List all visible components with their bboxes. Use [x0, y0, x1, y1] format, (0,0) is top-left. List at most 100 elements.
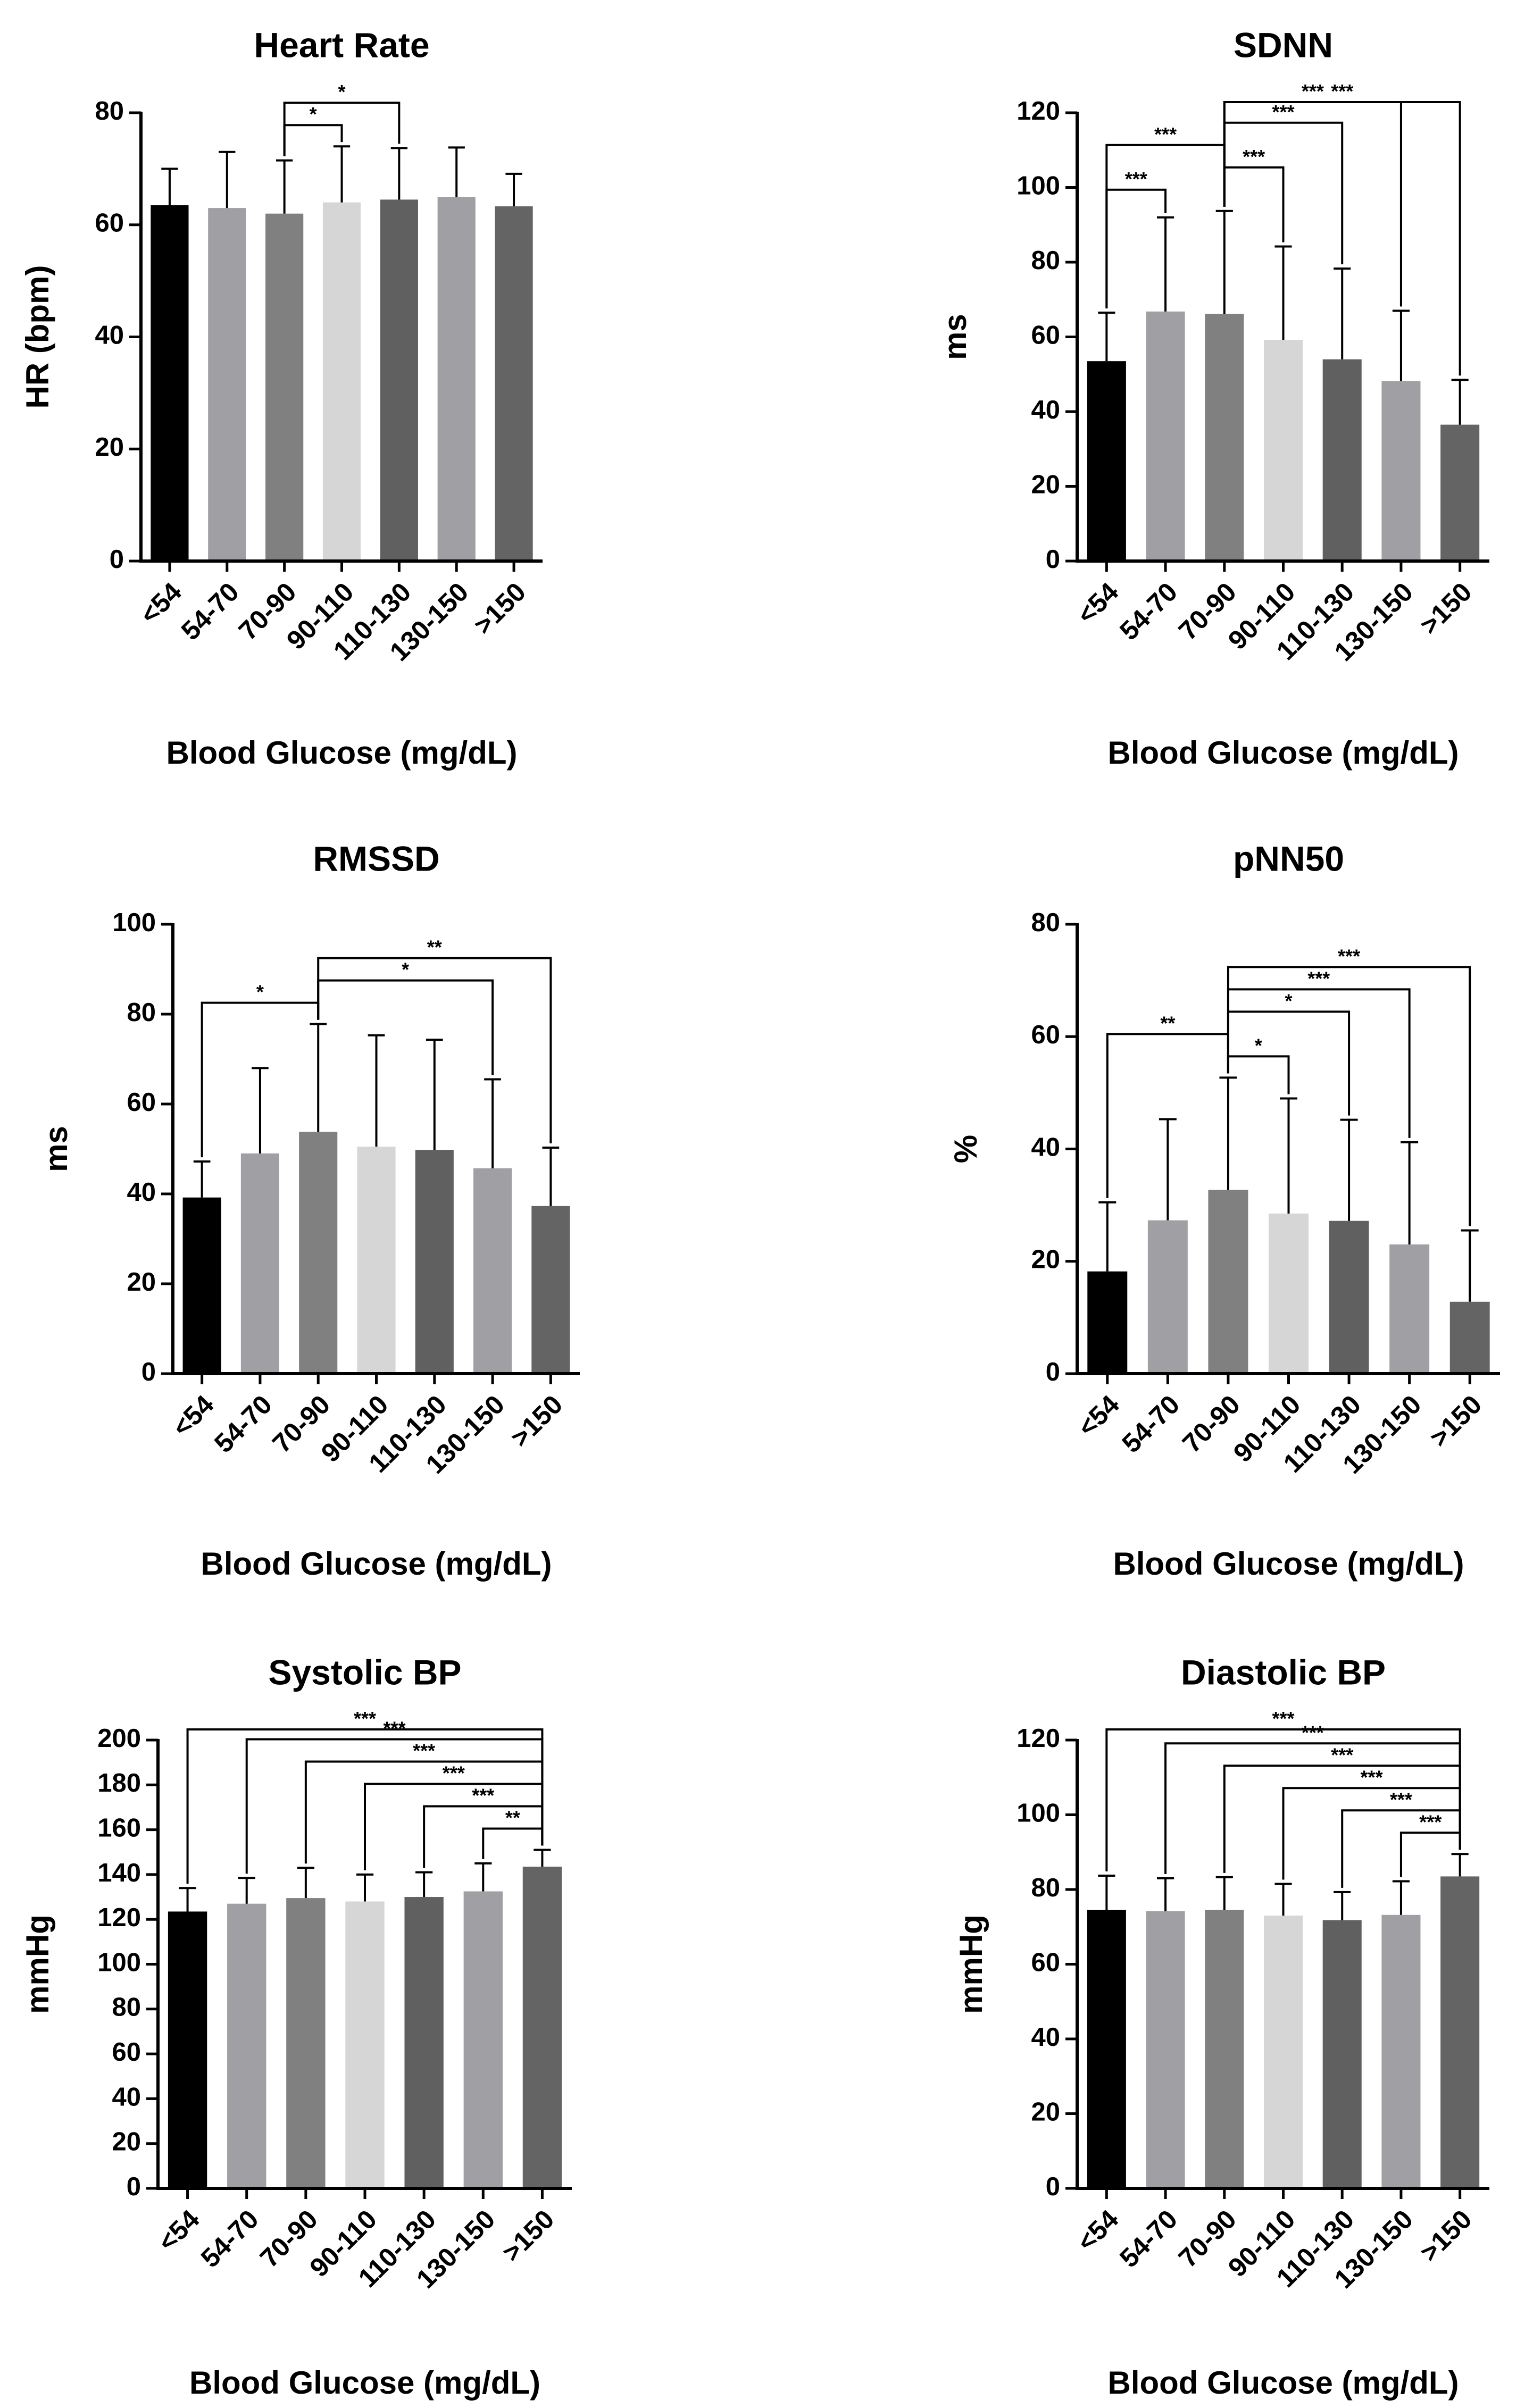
error-bar — [1215, 210, 1233, 314]
y-tick-label: 80 — [127, 998, 156, 1027]
y-tick-label: 20 — [127, 1268, 156, 1297]
x-tick-label: 54-70 — [209, 1390, 278, 1459]
bar-130-150 — [437, 197, 476, 561]
significance-bracket — [283, 102, 401, 156]
significance-label: * — [402, 959, 409, 981]
y-axis-label: HR (bpm) — [20, 265, 55, 409]
y-tick-label: 120 — [1017, 1724, 1060, 1753]
bar-54-70 — [1147, 1220, 1188, 1374]
bar-110-130 — [1322, 359, 1362, 561]
y-tick-label: 80 — [112, 1993, 141, 2022]
significance-label: ** — [1160, 1012, 1175, 1034]
bar-54-70 — [240, 1153, 279, 1374]
y-tick-label: 20 — [95, 433, 124, 462]
y-tick-label: 120 — [97, 1903, 141, 1932]
bar-70-90 — [1205, 313, 1244, 561]
bar-110-130 — [380, 199, 418, 561]
y-tick-label: 20 — [1031, 470, 1060, 499]
chart-sdnn: SDNN ms Blood Glucose (mg/dL) 0 20 40 60 80 100 1… — [937, 25, 1489, 771]
significance-label: * — [1285, 990, 1292, 1011]
significance-bracket — [1223, 101, 1461, 376]
y-tick-label: 80 — [95, 97, 124, 126]
significance-label: *** — [1419, 1811, 1442, 1833]
bar-<54 — [151, 205, 189, 561]
x-axis-label: Blood Glucose (mg/dL) — [189, 2365, 540, 2401]
x-tick-label: >150 — [1424, 1390, 1487, 1453]
y-tick-label: 200 — [97, 1724, 141, 1753]
significance-label: *** — [1361, 1766, 1383, 1788]
significance-label: * — [338, 81, 345, 103]
y-tick-label: 120 — [1017, 97, 1060, 126]
bar-70-90 — [1208, 1190, 1248, 1374]
bar->150 — [1440, 424, 1480, 561]
y-tick-label: 40 — [95, 321, 124, 349]
chart-pnn50: pNN50% Blood Glucose (mg/dL) 0 20 40 60 80 <545… — [948, 839, 1500, 1582]
error-bar — [368, 1034, 385, 1147]
x-axis-label: Blood Glucose (mg/dL) — [1113, 1546, 1464, 1582]
y-tick-label: 40 — [1031, 396, 1060, 424]
bar-130-150 — [1389, 1244, 1430, 1374]
significance-bracket — [1223, 166, 1285, 243]
y-tick-label: 0 — [1046, 545, 1060, 574]
y-tick-label: 100 — [112, 908, 156, 937]
error-bar — [1274, 1883, 1292, 1916]
chart-title: SDNN — [1234, 25, 1333, 64]
error-bar — [1392, 310, 1410, 381]
y-tick-label: 80 — [1031, 908, 1060, 937]
error-bar — [542, 1146, 560, 1206]
y-tick-label: 180 — [97, 1769, 141, 1797]
y-tick-label: 60 — [95, 209, 124, 238]
y-axis-label: ms — [38, 1126, 74, 1172]
bar-70-90 — [265, 213, 304, 561]
bar-110-130 — [1322, 1920, 1362, 2188]
error-bar — [448, 146, 465, 197]
y-tick-label: 100 — [97, 1948, 141, 1977]
x-tick-label: >150 — [505, 1390, 568, 1453]
significance-label: *** — [1272, 1708, 1294, 1729]
y-tick-label: 60 — [1031, 1948, 1060, 1977]
x-tick-label: >150 — [496, 2204, 560, 2268]
bar->150 — [495, 206, 533, 561]
significance-bracket — [1105, 1728, 1461, 1872]
y-tick-label: 80 — [1031, 246, 1060, 275]
error-bar — [1340, 1118, 1358, 1221]
bar-70-90 — [1205, 1910, 1244, 2188]
y-tick-label: 40 — [112, 2083, 141, 2111]
significance-bracket — [1223, 101, 1402, 307]
error-bar — [1451, 1853, 1469, 1877]
significance-bracket — [186, 1728, 544, 1884]
error-bar — [415, 1871, 433, 1897]
error-bar — [474, 1862, 492, 1892]
error-bar — [1156, 1877, 1174, 1911]
error-bar — [1219, 1076, 1237, 1190]
bar->150 — [1440, 1876, 1480, 2188]
x-tick-label: >150 — [1414, 2204, 1478, 2268]
y-tick-label: 40 — [1031, 2023, 1060, 2052]
significance-bracket — [317, 957, 552, 1143]
x-tick-label: 54-70 — [1114, 2204, 1183, 2273]
bar-90-110 — [322, 202, 361, 562]
bar-130-150 — [463, 1891, 503, 2188]
bar-54-70 — [227, 1903, 266, 2188]
bar-130-150 — [1381, 1914, 1421, 2188]
y-axis-label: % — [948, 1135, 984, 1163]
y-tick-label: 20 — [112, 2128, 141, 2156]
bar-110-130 — [1329, 1220, 1369, 1374]
error-bar — [179, 1887, 196, 1912]
error-bar — [426, 1039, 443, 1150]
significance-bracket — [1164, 1742, 1461, 1874]
x-tick-label: >150 — [1414, 577, 1478, 640]
chart-sbp: Systolic BP mmHg Blood Glucose (mg/dL) 0 20 4… — [20, 1652, 572, 2401]
y-axis-label: mmHg — [953, 1914, 989, 2014]
y-tick-label: 0 — [141, 1358, 156, 1386]
y-tick-label: 40 — [1031, 1133, 1060, 1161]
x-tick-label: <54 — [1072, 1389, 1125, 1442]
significance-bracket — [1105, 188, 1167, 308]
error-bar — [356, 1873, 374, 1902]
x-tick-label: 54-70 — [1114, 577, 1183, 646]
error-bar — [1156, 216, 1174, 312]
error-bar — [1274, 245, 1292, 340]
error-bar — [390, 147, 408, 200]
y-tick-label: 0 — [127, 2172, 141, 2201]
chart-title: Systolic BP — [268, 1652, 461, 1692]
